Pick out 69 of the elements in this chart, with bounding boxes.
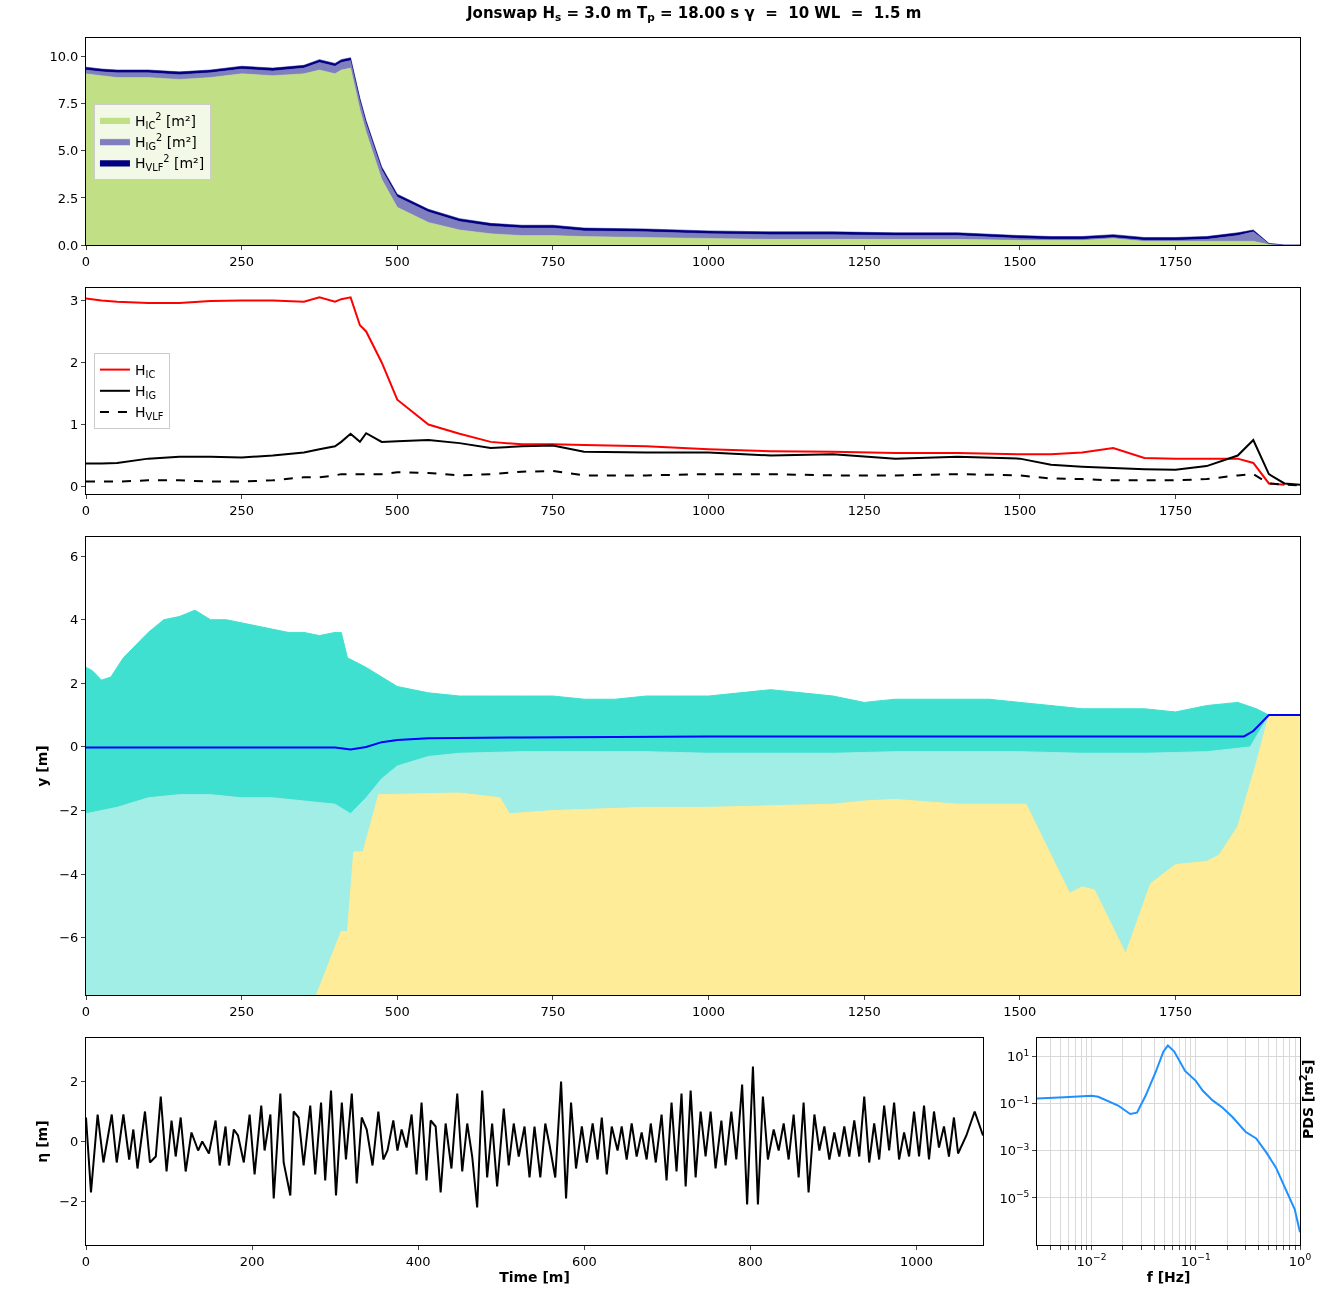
x-tick-label: 1750: [1158, 1003, 1193, 1019]
y-tick-label: 2: [70, 355, 79, 371]
x-tick-label: 250: [229, 1003, 255, 1019]
legend-label: H$_{IG}$$^{2}$ [m²]: [134, 131, 197, 152]
y-axis-title: y [m]: [33, 745, 50, 787]
y-tick-label: 4: [70, 612, 79, 628]
x-tick-label: 750: [540, 1003, 566, 1019]
x-tick-label: 0: [81, 502, 91, 518]
x-tick-label: 1500: [1003, 1003, 1037, 1019]
x-tick-label: 400: [405, 1253, 431, 1269]
x-tick-label: 1000: [692, 502, 726, 518]
x-tick-label: 500: [384, 1003, 410, 1019]
y-tick-label: 2.5: [57, 190, 79, 206]
x-tick-label: 500: [384, 253, 410, 269]
x-tick-label: 1000: [692, 1003, 726, 1019]
y-tick-label: 0.0: [57, 237, 79, 253]
x-tick-label: 1750: [1158, 502, 1193, 518]
x-tick-label: 10$^{−2}$: [1076, 1252, 1107, 1269]
y-tick-label: −6: [59, 930, 79, 946]
y-tick-label: 10$^{−3}$: [999, 1141, 1030, 1159]
x-tick-label: 10$^{0}$: [1288, 1252, 1312, 1269]
legend-label: H$_{IC}$$^{2}$ [m²]: [134, 110, 197, 131]
x-tick-label: 800: [738, 1253, 763, 1269]
x-tick-label: 0: [81, 1253, 91, 1269]
x-tick-label: 1500: [1003, 253, 1037, 269]
x-tick-label: 0: [81, 253, 91, 269]
y-tick-label: 2: [70, 1074, 79, 1090]
legend-label: H$_{IC}$: [134, 362, 156, 380]
x-tick-label: 500: [384, 502, 410, 518]
x-tick-label: 0: [81, 1003, 91, 1019]
x-tick-label: 1500: [1003, 502, 1037, 518]
x-tick-label: 750: [540, 502, 566, 518]
legend-label: H$_{VLF}$: [134, 404, 164, 423]
y-tick-label: 0: [70, 739, 79, 755]
y-tick-label: −4: [59, 866, 79, 882]
x-tick-label: 250: [229, 253, 255, 269]
legend-label: H$_{VLF}$$^{2}$ [m²]: [134, 153, 205, 173]
legend-label: H$_{IG}$: [134, 383, 156, 402]
x-tick-label: 200: [239, 1253, 265, 1269]
y-tick-label: 7.5: [57, 96, 79, 112]
x-tick-label: 1000: [692, 253, 726, 269]
x-axis-title: Time [m]: [499, 1268, 570, 1285]
x-tick-label: 600: [571, 1253, 597, 1269]
y-tick-label: 6: [70, 548, 79, 564]
x-tick-label: 1250: [847, 502, 881, 518]
x-axis-title: f [Hz]: [1146, 1268, 1191, 1285]
x-tick-label: 1750: [1158, 253, 1193, 269]
y-tick-label: 1: [70, 417, 79, 433]
y-tick-label: 2: [70, 675, 79, 691]
x-tick-label: 1250: [847, 1003, 881, 1019]
y-tick-label: 10$^{−5}$: [999, 1189, 1030, 1206]
y-tick-label: 3: [70, 292, 79, 308]
y-tick-label: 0: [70, 1134, 79, 1150]
chart-title: Jonswap H$_{s}$ = 3.0 m T$_{p}$ = 18.00 s γ = 10 WL = 1.5 m: [466, 4, 922, 24]
y-tick-label: 10$^{−1}$: [999, 1094, 1030, 1112]
y-tick-label: −2: [59, 803, 79, 819]
y-tick-label: 10$^{1}$: [1007, 1047, 1030, 1065]
y-tick-label: 10.0: [49, 49, 79, 65]
x-tick-label: 1250: [847, 253, 881, 269]
y-tick-label: 0: [70, 479, 79, 495]
y-tick-label: −2: [59, 1194, 79, 1210]
x-tick-label: 1000: [900, 1253, 934, 1269]
line-series: [86, 714, 1300, 751]
line-series: [86, 296, 1286, 486]
y-axis-title: η [m]: [33, 1120, 50, 1163]
x-tick-label: 10$^{−1}$: [1180, 1252, 1211, 1269]
x-tick-label: 250: [229, 502, 255, 518]
x-tick-label: 750: [540, 253, 566, 269]
y-tick-label: 5.0: [57, 143, 79, 159]
